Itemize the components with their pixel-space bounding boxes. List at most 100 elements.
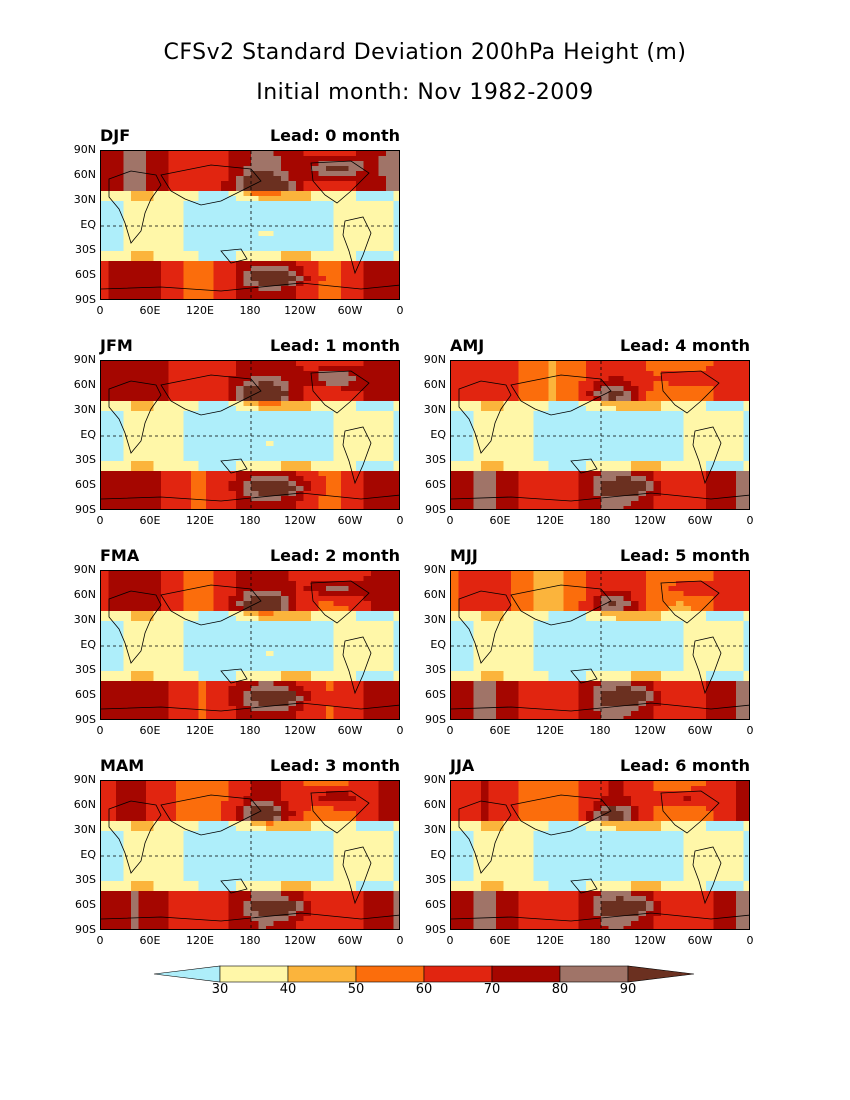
coastline	[342, 216, 372, 275]
x-tick-label: 60E	[489, 724, 511, 737]
x-tick-label: 0	[96, 724, 104, 737]
coastline	[342, 636, 372, 695]
y-tick-label: 90S	[425, 923, 446, 936]
y-tick-label: 30S	[75, 453, 96, 466]
coastline	[451, 912, 749, 922]
panel-season-label: AMJ	[450, 336, 485, 355]
colorbar-tick-label: 80	[551, 982, 569, 997]
coastline	[570, 878, 598, 894]
coastline	[692, 426, 722, 485]
colorbar-segment	[559, 965, 629, 983]
chart-title: CFSv2 Standard Deviation 200hPa Height (…	[163, 40, 687, 65]
x-tick-label: 120E	[186, 934, 214, 947]
panel-lead-label: Lead: 6 month	[619, 756, 750, 775]
coastline	[510, 584, 612, 626]
x-tick-label: 60W	[687, 934, 713, 947]
colorbar-segment	[423, 965, 493, 983]
x-tick-label: 180	[589, 514, 611, 527]
x-tick-label: 0	[396, 724, 404, 737]
x-tick-label: 60E	[489, 514, 511, 527]
y-tick-label: 90N	[73, 773, 96, 786]
y-tick-label: 90S	[75, 713, 96, 726]
x-tick-label: 60W	[337, 934, 363, 947]
y-tick-label: 60S	[75, 688, 96, 701]
x-tick-label: 0	[746, 514, 754, 527]
y-tick-label: 90N	[73, 143, 96, 156]
x-tick-label: 120E	[536, 514, 564, 527]
y-tick-label: 30S	[425, 873, 446, 886]
map-panel: JJA Lead: 6 month 90N 60N 30N EQ 30S 60S 90S 0 60E…	[398, 756, 758, 958]
colorbar-segment	[355, 965, 425, 983]
x-tick-label: 60E	[139, 514, 161, 527]
colorbar-tick-label: 50	[347, 982, 365, 997]
y-tick-label: 60S	[425, 688, 446, 701]
map-field	[100, 150, 400, 300]
coastline	[108, 800, 162, 874]
x-tick-label: 0	[746, 724, 754, 737]
x-tick-label: 120W	[634, 724, 666, 737]
y-tick-label: 90S	[75, 293, 96, 306]
map-panel: DJF Lead: 0 month 90N 60N 30N EQ 30S 60S 90S 0 60E…	[48, 126, 408, 328]
coastline	[458, 590, 512, 664]
coastline	[451, 702, 749, 712]
x-tick-label: 60E	[139, 934, 161, 947]
x-tick-label: 0	[96, 304, 104, 317]
colorbar-under-triangle	[153, 965, 221, 983]
y-tick-label: EQ	[430, 638, 446, 651]
coastline	[458, 800, 512, 874]
y-tick-label: 90S	[425, 713, 446, 726]
x-tick-label: 120W	[634, 934, 666, 947]
coastline	[101, 492, 399, 502]
panel-lead-label: Lead: 5 month	[619, 546, 750, 565]
coastline	[160, 794, 262, 836]
coastline	[220, 878, 248, 894]
coastline	[342, 426, 372, 485]
x-tick-label: 120W	[284, 724, 316, 737]
x-tick-label: 60E	[489, 934, 511, 947]
colorbar-segment	[287, 965, 357, 983]
y-tick-label: 60N	[73, 798, 96, 811]
x-tick-label: 0	[396, 514, 404, 527]
coastline	[160, 164, 262, 206]
x-tick-label: 0	[446, 934, 454, 947]
y-tick-label: 30S	[75, 243, 96, 256]
y-tick-label: 60N	[73, 588, 96, 601]
coastline	[692, 846, 722, 905]
map-panel: MJJ Lead: 5 month 90N 60N 30N EQ 30S 60S 90S 0 60E…	[398, 546, 758, 748]
x-tick-label: 120W	[634, 514, 666, 527]
y-tick-label: EQ	[80, 218, 96, 231]
map-field	[100, 780, 400, 930]
coastline	[108, 170, 162, 244]
coastline	[310, 160, 370, 204]
y-tick-label: 30S	[75, 663, 96, 676]
panel-lead-label: Lead: 3 month	[269, 756, 400, 775]
y-tick-label: 90N	[423, 353, 446, 366]
y-tick-label: 60S	[425, 898, 446, 911]
x-tick-label: 0	[396, 304, 404, 317]
panel-season-label: JFM	[100, 336, 133, 355]
map-panel: MAM Lead: 3 month 90N 60N 30N EQ 30S 60S 90S 0 60E…	[48, 756, 408, 958]
colorbar-tick-label: 60	[415, 982, 433, 997]
map-panel: AMJ Lead: 4 month 90N 60N 30N EQ 30S 60S 90S 0 60E…	[398, 336, 758, 538]
y-tick-label: 60N	[423, 588, 446, 601]
x-tick-label: 180	[239, 724, 261, 737]
y-tick-label: 90N	[423, 563, 446, 576]
coastline	[310, 790, 370, 834]
panel-lead-label: Lead: 0 month	[269, 126, 400, 145]
x-tick-label: 0	[746, 934, 754, 947]
y-tick-label: 30N	[423, 613, 446, 626]
coastline	[160, 584, 262, 626]
y-tick-label: 90S	[75, 503, 96, 516]
coastline	[160, 374, 262, 416]
x-tick-label: 120W	[284, 934, 316, 947]
coastline	[310, 580, 370, 624]
panel-season-label: MJJ	[450, 546, 478, 565]
x-tick-label: 120E	[186, 514, 214, 527]
map-panel: FMA Lead: 2 month 90N 60N 30N EQ 30S 60S 90S 0 60E…	[48, 546, 408, 748]
colorbar-segment	[219, 965, 289, 983]
coastline	[510, 374, 612, 416]
panel-season-label: DJF	[100, 126, 131, 145]
x-tick-label: 60W	[687, 514, 713, 527]
y-tick-label: 30S	[425, 663, 446, 676]
x-tick-label: 0	[96, 934, 104, 947]
